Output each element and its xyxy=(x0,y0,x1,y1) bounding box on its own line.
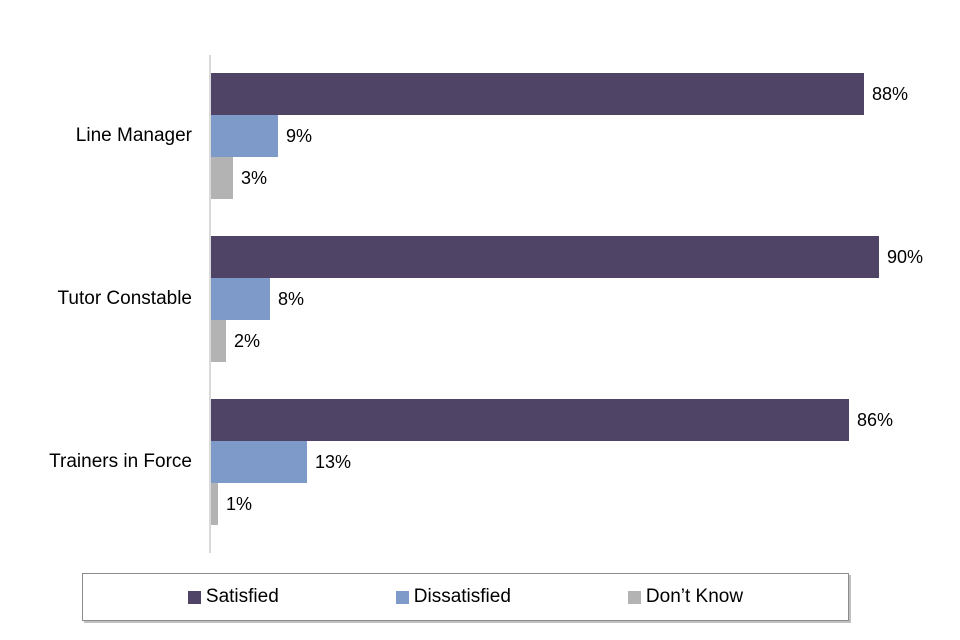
legend-box: Satisfied Dissatisfied Don’t Know xyxy=(82,573,849,621)
bar-don-t-know-trainers-in-force xyxy=(211,483,218,525)
value-label-satisfied-tutor-constable: 90% xyxy=(887,247,924,267)
value-label-don-t-know-tutor-constable: 2% xyxy=(234,331,261,351)
legend-label-dissatisfied: Dissatisfied xyxy=(413,586,511,607)
value-label-dissatisfied-tutor-constable: 8% xyxy=(278,289,305,309)
legend-entry-dissatisfied: Dissatisfied xyxy=(395,586,511,608)
value-label-don-t-know-trainers-in-force: 1% xyxy=(226,494,253,514)
legend-marker-dissatisfied-icon xyxy=(395,590,409,604)
value-label-satisfied-trainers-in-force: 86% xyxy=(857,410,894,430)
value-label-don-t-know-line-manager: 3% xyxy=(241,168,268,188)
legend-entry-don-t-know: Don’t Know xyxy=(627,586,744,608)
value-label-dissatisfied-trainers-in-force: 13% xyxy=(315,452,352,472)
legend-label-don-t-know: Don’t Know xyxy=(645,586,744,607)
category-label-tutor-constable: Tutor Constable xyxy=(57,288,192,309)
bar-don-t-know-tutor-constable xyxy=(211,320,226,362)
bar-dissatisfied-trainers-in-force xyxy=(211,441,307,483)
bar-satisfied-tutor-constable xyxy=(211,236,879,278)
y-axis-line xyxy=(209,55,211,553)
bar-don-t-know-line-manager xyxy=(211,157,233,199)
bar-dissatisfied-tutor-constable xyxy=(211,278,270,320)
legend-marker-don-t-know-icon xyxy=(627,590,641,604)
legend-marker-satisfied-icon xyxy=(187,590,201,604)
category-label-trainers-in-force: Trainers in Force xyxy=(49,451,192,472)
value-label-dissatisfied-line-manager: 9% xyxy=(286,126,313,146)
legend-label-satisfied: Satisfied xyxy=(205,586,279,607)
bar-satisfied-trainers-in-force xyxy=(211,399,849,441)
category-label-line-manager: Line Manager xyxy=(75,125,192,146)
legend-entry-satisfied: Satisfied xyxy=(187,586,279,608)
bar-dissatisfied-line-manager xyxy=(211,115,278,157)
bar-satisfied-line-manager xyxy=(211,73,864,115)
value-label-satisfied-line-manager: 88% xyxy=(872,84,909,104)
